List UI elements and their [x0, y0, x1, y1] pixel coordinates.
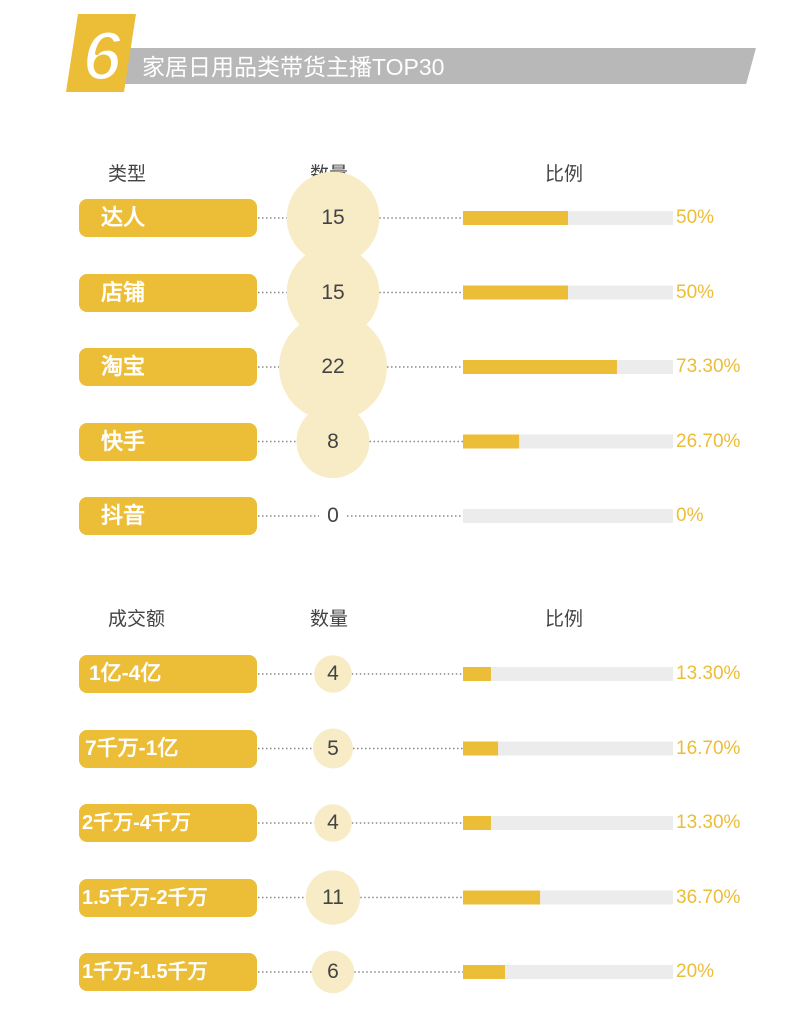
- count-bubble: [296, 404, 370, 479]
- category-pill: 淘宝: [79, 348, 257, 386]
- ratio-bar: [463, 890, 541, 905]
- section1-ratio-header: 比例: [545, 164, 584, 185]
- count-bubble: [305, 870, 361, 925]
- percent-label: 50%: [676, 281, 715, 303]
- ratio-track: [463, 741, 673, 756]
- count-bubble: [286, 246, 380, 339]
- section1-category-header: 类型: [108, 164, 147, 185]
- ratio-track: [463, 667, 673, 681]
- category-pill: 1.5千万-2千万: [79, 878, 257, 917]
- header-bar: [100, 48, 756, 84]
- percent-label: 13.30%: [676, 812, 741, 833]
- count-value: 15: [321, 206, 345, 229]
- percent-label: 26.70%: [676, 430, 741, 452]
- count-value: 4: [327, 662, 339, 685]
- badge-number: 6: [83, 17, 123, 94]
- percent-label: 13.30%: [676, 663, 741, 684]
- count-bubble: [313, 728, 353, 769]
- count-bubble: [279, 313, 387, 421]
- category-pill: 7千万-1亿: [79, 729, 257, 768]
- percent-label: 50%: [676, 207, 715, 228]
- ratio-bar: [463, 434, 520, 449]
- category-pill: 店铺: [79, 273, 257, 312]
- ratio-track: [463, 509, 673, 523]
- ratio-bar: [463, 965, 505, 979]
- count-value: 8: [327, 429, 339, 453]
- category-pill: 抖音: [79, 497, 257, 535]
- count-value: 15: [321, 280, 345, 304]
- number-badge-icon: 6: [66, 14, 136, 94]
- percent-label: 0%: [676, 505, 704, 526]
- section2-count-header: 数量: [310, 609, 349, 630]
- count-value: 6: [327, 960, 339, 983]
- count-bubble: [286, 171, 380, 265]
- ratio-bar: [463, 360, 617, 374]
- count-value: 4: [327, 811, 339, 834]
- count-value: 22: [321, 355, 345, 378]
- percent-label: 36.70%: [676, 886, 741, 908]
- count-bubble: [314, 804, 352, 842]
- ratio-bar: [463, 816, 491, 830]
- ratio-track: [463, 816, 673, 830]
- percent-label: 20%: [676, 961, 715, 982]
- category-pill: 1亿-4亿: [79, 655, 257, 693]
- category-pill: 快手: [79, 422, 257, 461]
- count-value: 5: [327, 736, 339, 760]
- ratio-bar: [463, 211, 568, 225]
- count-value: 0: [327, 504, 339, 527]
- count-bubble: [311, 950, 355, 994]
- category-pill: 达人: [79, 199, 257, 237]
- section2-category-header: 成交额: [108, 609, 166, 630]
- count-value: 11: [322, 885, 344, 909]
- page-title: 家居日用品类带货主播TOP30: [142, 54, 445, 80]
- ratio-bar: [463, 667, 491, 681]
- count-bubble: [314, 655, 352, 693]
- ratio-bar: [463, 741, 499, 756]
- category-pill: 1千万-1.5千万: [79, 953, 257, 991]
- percent-label: 16.70%: [676, 737, 741, 759]
- section2-ratio-header: 比例: [545, 609, 584, 630]
- ratio-track: [463, 965, 673, 979]
- percent-label: 73.30%: [676, 356, 741, 377]
- ratio-bar: [463, 285, 568, 300]
- category-pill: 2千万-4千万: [79, 804, 257, 842]
